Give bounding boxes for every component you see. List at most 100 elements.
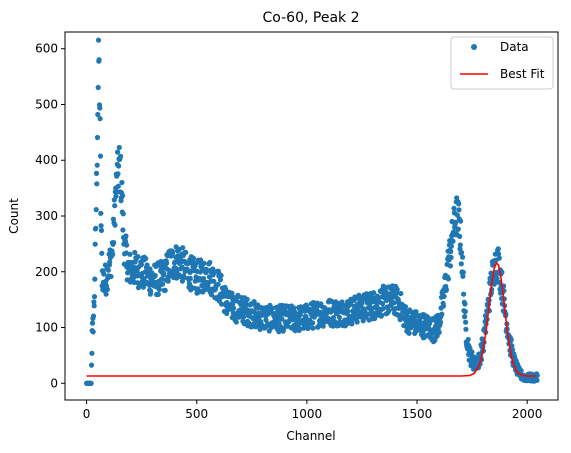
data-point (458, 218, 464, 224)
data-point (92, 276, 98, 282)
data-point (295, 319, 301, 325)
data-point (380, 306, 386, 312)
data-point (402, 304, 409, 310)
data-point (101, 271, 107, 277)
data-point (217, 277, 223, 283)
data-point (462, 314, 468, 320)
data-point (211, 278, 217, 284)
data-point (165, 278, 171, 284)
data-point (90, 329, 96, 335)
data-point (191, 255, 197, 262)
data-point (310, 325, 316, 331)
data-points (84, 37, 540, 386)
data-point (96, 57, 102, 63)
data-point (460, 273, 466, 279)
data-point (320, 323, 326, 329)
data-point (95, 84, 101, 91)
data-point (354, 319, 360, 325)
data-point (447, 263, 453, 269)
data-point (463, 326, 469, 332)
data-point (336, 314, 342, 320)
fit-curve-group (86, 261, 536, 377)
data-point (437, 319, 444, 325)
data-point (451, 205, 457, 211)
data-point (97, 105, 103, 111)
data-point (181, 275, 187, 281)
data-point (509, 343, 515, 349)
data-point (448, 254, 454, 261)
data-point (110, 251, 116, 257)
legend-box (450, 36, 554, 90)
data-point (496, 251, 502, 257)
data-point (127, 251, 133, 257)
data-point (495, 246, 501, 252)
data-point (441, 293, 447, 299)
chart-title: Co-60, Peak 2 (263, 10, 360, 26)
data-point (456, 207, 462, 213)
data-point (453, 219, 459, 225)
legend-label-fit: Best Fit (500, 67, 545, 81)
data-point (118, 153, 124, 159)
data-point (386, 308, 392, 314)
data-point (159, 276, 165, 282)
data-point (115, 183, 121, 189)
legend-label-data: Data (500, 40, 529, 54)
data-point (116, 163, 122, 169)
data-point (440, 303, 447, 309)
data-point (94, 162, 100, 168)
data-point (91, 294, 98, 300)
data-point (383, 289, 389, 295)
data-point (368, 308, 374, 314)
data-point (459, 250, 465, 256)
data-point (93, 225, 99, 231)
data-point (448, 249, 454, 255)
y-tick-label: 0 (50, 376, 58, 390)
data-point (461, 291, 467, 297)
data-point (94, 134, 101, 141)
data-point (144, 262, 150, 268)
y-tick-label: 200 (35, 265, 58, 279)
data-point (147, 266, 153, 272)
data-point (251, 309, 257, 315)
data-point (120, 227, 126, 233)
data-point (359, 300, 365, 306)
data-point (169, 250, 176, 256)
data-point (95, 111, 101, 118)
data-point (111, 240, 117, 246)
data-point (97, 153, 104, 159)
data-point (156, 286, 162, 293)
data-point (518, 368, 524, 374)
data-point (219, 301, 225, 307)
data-point (88, 380, 94, 386)
x-tick-label: 1500 (402, 407, 433, 421)
data-point (276, 329, 282, 335)
data-point (455, 226, 461, 232)
data-point (201, 260, 207, 266)
data-point (116, 144, 122, 151)
data-point (93, 207, 99, 213)
data-point (367, 301, 373, 307)
data-point (391, 300, 397, 306)
data-point (457, 233, 463, 239)
data-point (269, 305, 275, 311)
data-point (458, 261, 464, 267)
data-point (92, 241, 98, 247)
data-point (207, 259, 213, 266)
data-point (143, 256, 149, 262)
data-point (208, 292, 215, 298)
data-point (345, 308, 351, 315)
data-point (229, 290, 235, 296)
data-point (508, 336, 514, 343)
data-point (445, 276, 451, 282)
data-point (187, 275, 193, 282)
y-axis-label: Count (7, 198, 21, 234)
y-tick-label: 500 (35, 97, 58, 111)
data-point (164, 260, 170, 266)
data-point (292, 309, 298, 316)
data-point (201, 275, 207, 282)
plot-background (65, 32, 558, 400)
data-point (115, 149, 121, 155)
data-point (534, 377, 540, 383)
y-axis-ticks: 0 100 200 300 400 500 600 (35, 42, 65, 390)
